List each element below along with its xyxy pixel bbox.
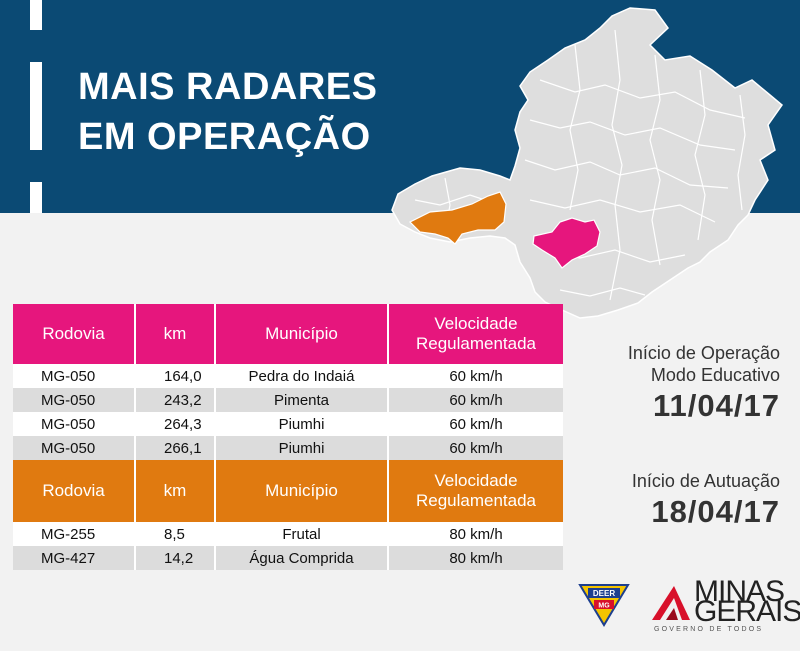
operation-start-info: Início de Operação Modo Educativo 11/04/… [628,342,780,426]
minas-gerais-logo: MINAS GERAIS GOVERNO DE TODOS [648,577,800,640]
page-title: MAIS RADARES EM OPERAÇÃO [78,62,377,162]
enforcement-date: 18/04/17 [651,494,780,529]
col-header-km: km [135,460,216,522]
col-header-velocidade: Velocidade Regulamentada [388,460,563,522]
cell-velocidade: 60 km/h [388,388,563,412]
col-header-velocidade-line1: Velocidade [434,314,518,333]
title-line-2: EM OPERAÇÃO [78,116,371,158]
cell-km: 8,5 [135,522,216,546]
cell-rodovia: MG-050 [13,412,136,436]
cell-km: 14,2 [135,546,216,570]
table-header-row: Rodovia km Município Velocidade Regulame… [13,460,563,522]
col-header-rodovia: Rodovia [13,460,136,522]
table-row: MG-050 243,2 Pimenta 60 km/h [13,388,563,412]
cell-rodovia: MG-255 [13,522,136,546]
cell-velocidade: 80 km/h [388,522,563,546]
cell-municipio: Pedra do Indaiá [215,364,389,388]
cell-km: 264,3 [135,412,216,436]
deer-text: DEER [593,589,615,598]
table-header-row: Rodovia km Município Velocidade Regulame… [13,304,563,364]
minas-word: MINAS [694,575,785,608]
col-header-velocidade-line1: Velocidade [434,471,518,490]
cell-rodovia: MG-050 [13,388,136,412]
col-header-municipio: Município [215,304,389,364]
gerais-word: GERAIS [694,595,800,628]
enforcement-label: Início de Autuação [631,471,780,491]
col-header-velocidade-line2: Regulamentada [415,334,537,353]
radar-table-frutal: Rodovia km Município Velocidade Regulame… [13,460,563,570]
col-header-velocidade-line2: Regulamentada [415,491,537,510]
cell-rodovia: MG-050 [13,436,136,460]
cell-km: 266,1 [135,436,216,460]
cell-municipio: Água Comprida [215,546,389,570]
mountain-icon [652,586,690,620]
cell-rodovia: MG-427 [13,546,136,570]
table-row: MG-050 266,1 Piumhi 60 km/h [13,436,563,460]
cell-rodovia: MG-050 [13,364,136,388]
col-header-rodovia: Rodovia [13,304,136,364]
cell-municipio: Piumhi [215,436,389,460]
road-lane-marking [30,182,42,213]
table-row: MG-255 8,5 Frutal 80 km/h [13,522,563,546]
operation-label-line2: Modo Educativo [650,365,780,385]
mg-text: MG [598,603,610,610]
cell-km: 243,2 [135,388,216,412]
minas-gerais-wordmark: MINAS GERAIS [694,575,800,628]
operation-label-line1: Início de Operação [627,343,780,363]
cell-velocidade: 80 km/h [388,546,563,570]
table-row: MG-050 164,0 Pedra do Indaiá 60 km/h [13,364,563,388]
col-header-km: km [135,304,216,364]
cell-municipio: Frutal [215,522,389,546]
cell-municipio: Piumhi [215,412,389,436]
road-lane-marking [30,0,42,30]
title-line-1: MAIS RADARES [78,66,378,108]
cell-municipio: Pimenta [215,388,389,412]
orange-region [408,191,507,245]
road-lane-marking [30,62,42,150]
enforcement-start-info: Início de Autuação 18/04/17 [632,470,780,532]
table-row: MG-427 14,2 Água Comprida 80 km/h [13,546,563,570]
col-header-velocidade: Velocidade Regulamentada [388,304,563,364]
radar-table-educational: Rodovia km Município Velocidade Regulame… [13,304,563,460]
magenta-region [532,217,601,269]
operation-date: 11/04/17 [653,388,780,423]
minas-gerais-map [391,7,784,319]
governo-de-todos-tagline: GOVERNO DE TODOS [654,626,764,633]
table-row: MG-050 264,3 Piumhi 60 km/h [13,412,563,436]
cell-velocidade: 60 km/h [388,412,563,436]
cell-km: 164,0 [135,364,216,388]
cell-velocidade: 60 km/h [388,436,563,460]
cell-velocidade: 60 km/h [388,364,563,388]
col-header-municipio: Município [215,460,389,522]
deer-mg-logo: DEER MG [578,584,630,627]
